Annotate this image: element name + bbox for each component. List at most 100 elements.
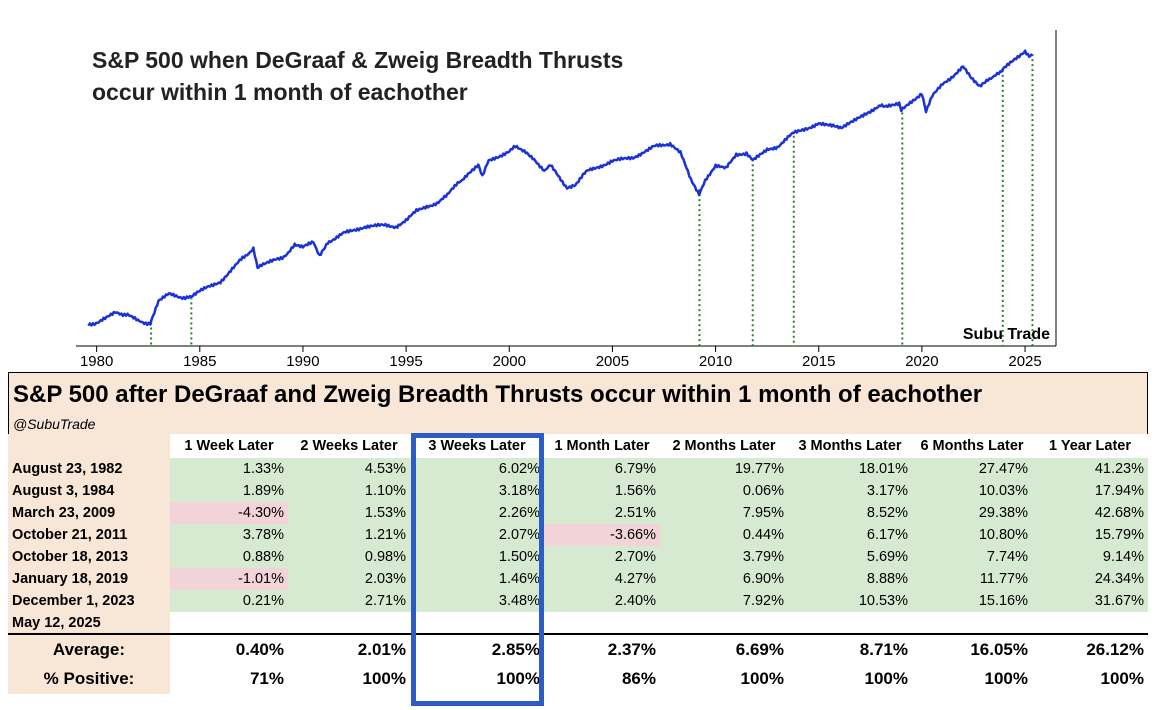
return-cell: 0.06% bbox=[660, 480, 788, 502]
summary-cell: 0.40% bbox=[170, 633, 288, 664]
return-cell bbox=[544, 612, 660, 634]
summary-row: Average: 0.40% 2.01% 2.85% 2.37% 6.69% 8.71% 16… bbox=[8, 633, 1148, 664]
return-cell: 6.02% bbox=[410, 458, 544, 480]
return-cell: 41.23% bbox=[1032, 458, 1148, 480]
chart-title-line-1: S&P 500 when DeGraaf & Zweig Breadth Thr… bbox=[92, 47, 623, 73]
return-cell: 8.52% bbox=[788, 502, 912, 524]
signal-lines bbox=[150, 54, 1034, 346]
return-cell: -3.66% bbox=[544, 524, 660, 546]
return-cell: 3.78% bbox=[170, 524, 288, 546]
return-cell: 3.79% bbox=[660, 546, 788, 568]
return-cell: 3.18% bbox=[410, 480, 544, 502]
x-tick-label: 1985 bbox=[183, 353, 216, 370]
row-date: August 3, 1984 bbox=[8, 480, 170, 502]
return-cell: 10.80% bbox=[912, 524, 1032, 546]
table-header-row: 1 Week Later 2 Weeks Later 3 Weeks Later 1 … bbox=[8, 434, 1148, 458]
summary-cell: 71% bbox=[249, 669, 284, 688]
return-cell: 1.10% bbox=[288, 480, 410, 502]
x-tick-label: 2000 bbox=[493, 353, 526, 370]
return-cell: 0.44% bbox=[660, 524, 788, 546]
summary-cell: 100% bbox=[362, 669, 406, 688]
x-tick-label: 1995 bbox=[389, 353, 422, 370]
row-date: December 1, 2023 bbox=[8, 590, 170, 612]
return-cell bbox=[410, 612, 544, 634]
summary-cell: 6.69% bbox=[660, 633, 788, 664]
row-date: May 12, 2025 bbox=[8, 612, 170, 634]
table-row: August 3, 1984 1.89% 1.10% 3.18% 1.56% 0.06% 3… bbox=[8, 480, 1148, 502]
summary-cell: 100% bbox=[496, 669, 540, 688]
row-date: October 21, 2011 bbox=[8, 524, 170, 546]
return-cell bbox=[288, 612, 410, 634]
table-row: October 18, 2013 0.88% 0.98% 1.50% 2.70% 3.79… bbox=[8, 546, 1148, 568]
col-header: 6 Months Later bbox=[920, 438, 1024, 454]
summary-cell: 100% bbox=[740, 669, 784, 688]
return-cell: 2.71% bbox=[288, 590, 410, 612]
return-cell bbox=[1032, 612, 1148, 634]
return-cell: 15.16% bbox=[912, 590, 1032, 612]
return-cell: 2.70% bbox=[544, 546, 660, 568]
return-cell: 9.14% bbox=[1032, 546, 1148, 568]
return-cell: 3.17% bbox=[788, 480, 912, 502]
return-cell: 1.56% bbox=[544, 480, 660, 502]
x-tick-label: 2020 bbox=[905, 353, 938, 370]
summary-cell: 2.85% bbox=[410, 633, 544, 664]
return-cell: 1.33% bbox=[170, 458, 288, 480]
row-date: October 18, 2013 bbox=[8, 546, 170, 568]
return-cell: 2.40% bbox=[544, 590, 660, 612]
return-cell: 15.79% bbox=[1032, 524, 1148, 546]
x-tick-label: 2010 bbox=[699, 353, 732, 370]
watermark: Subu Trade bbox=[963, 326, 1050, 343]
table-row: December 1, 2023 0.21% 2.71% 3.48% 2.40% 7.92… bbox=[8, 590, 1148, 612]
return-cell: 0.21% bbox=[170, 590, 288, 612]
summary-cell: 2.37% bbox=[544, 633, 660, 664]
return-cell: 6.17% bbox=[788, 524, 912, 546]
x-tick-label: 1980 bbox=[80, 353, 113, 370]
table-row: October 21, 2011 3.78% 1.21% 2.07% -3.66% 0.4… bbox=[8, 524, 1148, 546]
return-cell: 29.38% bbox=[912, 502, 1032, 524]
return-cell bbox=[788, 612, 912, 634]
header-corner bbox=[8, 434, 170, 458]
col-header: 1 Year Later bbox=[1049, 438, 1131, 454]
summary-cell: 26.12% bbox=[1032, 633, 1148, 664]
x-tick-label: 2005 bbox=[596, 353, 629, 370]
return-cell: 1.21% bbox=[288, 524, 410, 546]
return-cell: 0.88% bbox=[170, 546, 288, 568]
table-handle: @SubuTrade bbox=[8, 415, 1148, 434]
return-cell: 7.74% bbox=[912, 546, 1032, 568]
x-axis-ticks: 1980 1985 1990 1995 2000 2005 2010 2015 2020 2025 bbox=[80, 346, 1042, 370]
table-row: August 23, 1982 1.33% 4.53% 6.02% 6.79% 19.77… bbox=[8, 458, 1148, 480]
col-header: 1 Month Later bbox=[554, 438, 650, 454]
return-cell bbox=[660, 612, 788, 634]
return-cell: 1.89% bbox=[170, 480, 288, 502]
return-cell: 10.53% bbox=[788, 590, 912, 612]
table-row: March 23, 2009 -4.30% 1.53% 2.26% 2.51% 7.95%… bbox=[8, 502, 1148, 524]
x-tick-label: 2015 bbox=[802, 353, 835, 370]
return-cell: 42.68% bbox=[1032, 502, 1148, 524]
table-title: S&P 500 after DeGraaf and Zweig Breadth … bbox=[8, 372, 1148, 415]
return-cell: -4.30% bbox=[170, 502, 288, 524]
return-cell: 2.26% bbox=[410, 502, 544, 524]
return-cell: 0.98% bbox=[288, 546, 410, 568]
return-cell: 2.07% bbox=[410, 524, 544, 546]
return-cell: 31.67% bbox=[1032, 590, 1148, 612]
return-cell: -1.01% bbox=[170, 568, 288, 590]
summary-cell: 100% bbox=[864, 669, 908, 688]
summary-cell: 8.71% bbox=[788, 633, 912, 664]
return-cell: 27.47% bbox=[912, 458, 1032, 480]
summary-cell: 100% bbox=[1100, 669, 1144, 688]
return-cell: 19.77% bbox=[660, 458, 788, 480]
returns-table-panel: S&P 500 after DeGraaf and Zweig Breadth … bbox=[8, 372, 1148, 694]
return-cell: 5.69% bbox=[788, 546, 912, 568]
summary-label: % Positive: bbox=[8, 664, 170, 694]
col-header: 2 Months Later bbox=[672, 438, 776, 454]
return-cell: 10.03% bbox=[912, 480, 1032, 502]
return-cell: 7.92% bbox=[660, 590, 788, 612]
return-cell: 3.48% bbox=[410, 590, 544, 612]
x-tick-label: 1990 bbox=[286, 353, 319, 370]
summary-cell: 2.01% bbox=[288, 633, 410, 664]
col-header: 3 Weeks Later bbox=[428, 438, 526, 454]
return-cell: 6.90% bbox=[660, 568, 788, 590]
col-header: 2 Weeks Later bbox=[300, 438, 398, 454]
chart-title-line-2: occur within 1 month of eachother bbox=[92, 79, 468, 105]
return-cell: 7.95% bbox=[660, 502, 788, 524]
